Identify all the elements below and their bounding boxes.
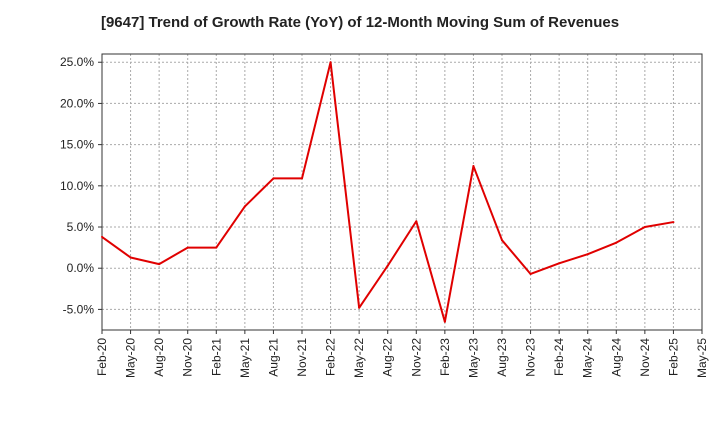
data-point: [415, 220, 418, 223]
data-point: [386, 264, 389, 267]
x-tick-label: Nov-23: [524, 338, 538, 377]
plot-area-border: [101, 53, 703, 331]
x-tick-label: Feb-23: [438, 338, 452, 376]
x-tick-label: Nov-20: [181, 338, 195, 377]
series-layer: [101, 61, 675, 323]
x-tick-label: Nov-21: [295, 338, 309, 377]
x-tick-label: May-25: [695, 338, 709, 378]
data-point: [529, 272, 532, 275]
data-point: [158, 263, 161, 266]
x-tick-label: Aug-20: [152, 338, 166, 377]
axis-frame: [101, 53, 703, 331]
x-tick-label: May-20: [124, 338, 138, 378]
data-point: [586, 253, 589, 256]
data-point: [358, 306, 361, 309]
data-point: [643, 226, 646, 229]
x-tick-label: May-22: [352, 338, 366, 378]
y-tick-label: 25.0%: [60, 55, 94, 69]
data-point: [101, 235, 103, 238]
x-tick-label: May-24: [581, 338, 595, 378]
data-point: [301, 177, 303, 180]
data-point: [243, 205, 246, 208]
data-point: [129, 256, 132, 259]
x-tick-label: May-23: [466, 338, 480, 378]
x-tick-label: Feb-21: [209, 338, 223, 376]
data-point: [329, 61, 332, 64]
y-tick-label: 15.0%: [60, 138, 94, 152]
x-tick-label: Aug-23: [495, 338, 509, 377]
x-tick-label: Feb-24: [552, 338, 566, 376]
data-point: [186, 246, 189, 249]
x-tick-label: May-21: [238, 338, 252, 378]
y-tick-label: -5.0%: [63, 302, 95, 316]
y-tick-label: 10.0%: [60, 179, 94, 193]
data-point: [558, 262, 561, 265]
x-tick-label: Feb-20: [95, 338, 109, 376]
data-point: [443, 320, 446, 323]
x-tick-label: Nov-22: [409, 338, 423, 377]
grid-lines: [101, 54, 703, 330]
x-tick-label: Feb-25: [666, 338, 680, 376]
x-tick-label: Aug-21: [266, 338, 280, 377]
y-tick-label: 20.0%: [60, 96, 94, 110]
x-tick-label: Nov-24: [638, 338, 652, 377]
data-point: [615, 241, 618, 244]
data-point: [215, 246, 218, 249]
y-tick-label: 5.0%: [67, 220, 95, 234]
y-axis-tick-labels: 25.0% 20.0% 15.0% 10.0% 5.0% 0.0% -5.0%: [60, 55, 102, 316]
data-point: [672, 221, 675, 224]
chart-title: [9647] Trend of Growth Rate (YoY) of 12-…: [100, 14, 620, 31]
data-point: [272, 177, 275, 180]
x-axis-tick-labels: Feb-20 May-20 Aug-20 Nov-20 Feb-21 May-21 Aug-…: [95, 330, 709, 378]
x-tick-label: Aug-22: [381, 338, 395, 377]
x-tick-label: Aug-24: [609, 338, 623, 377]
x-tick-label: Feb-22: [324, 338, 338, 376]
y-tick-label: 0.0%: [67, 261, 95, 275]
data-point: [501, 239, 503, 242]
data-point: [472, 165, 475, 168]
